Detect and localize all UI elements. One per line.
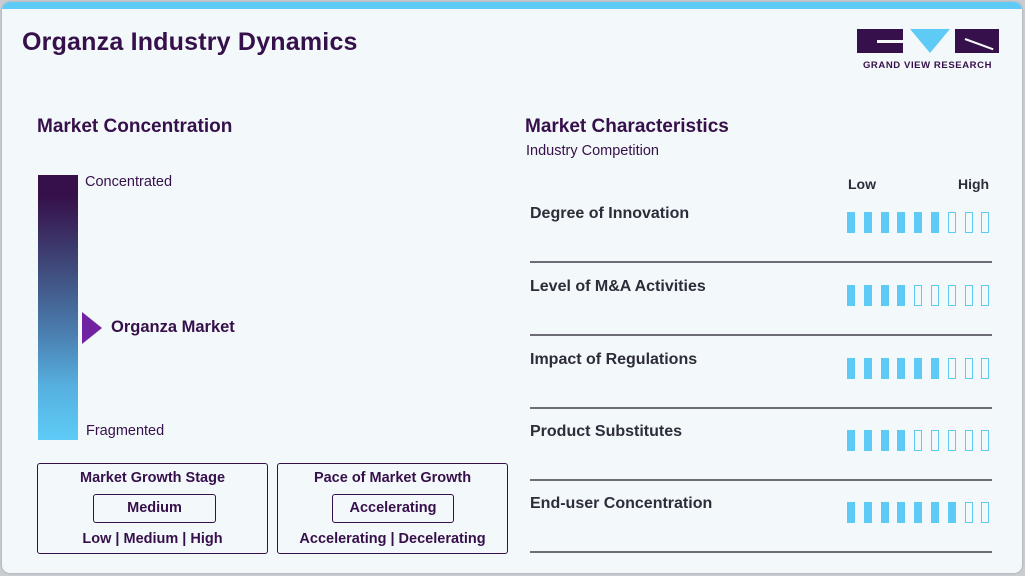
growth-stage-value: Medium [93, 494, 216, 523]
rating-segment-filled [847, 212, 855, 233]
row-divider [530, 479, 992, 481]
row-divider [530, 261, 992, 263]
market-marker-label: Organza Market [111, 318, 235, 336]
concentration-title: Market Concentration [37, 116, 233, 137]
rating-segment-filled [930, 212, 939, 233]
growth-pace-box: Pace of Market Growth Accelerating Accel… [277, 463, 508, 554]
rating-segment-empty [981, 430, 990, 451]
characteristic-row: Level of M&A Activities [530, 264, 992, 336]
scale-high-label: High [958, 176, 990, 192]
rating-segment-filled [863, 358, 872, 379]
rating-segment-filled [880, 358, 889, 379]
growth-pace-value: Accelerating [332, 494, 454, 523]
brand-logo: GRAND VIEW RESEARCH [855, 29, 1000, 71]
rating-segment-filled [880, 212, 889, 233]
rating-segment-empty [947, 430, 956, 451]
characteristic-label: End-user Concentration [530, 495, 713, 512]
fragmented-label: Fragmented [86, 423, 165, 439]
rating-segment-filled [847, 358, 855, 379]
rating-bar [847, 285, 998, 306]
rating-segment-empty [964, 285, 973, 306]
rating-segment-filled [880, 285, 889, 306]
rating-segment-filled [847, 430, 855, 451]
rating-segment-filled [897, 285, 906, 306]
row-divider [530, 551, 992, 553]
rating-segment-empty [964, 212, 973, 233]
rating-segment-filled [897, 430, 906, 451]
rating-bar [847, 358, 998, 379]
rating-segment-empty [914, 285, 923, 306]
rating-segment-filled [897, 212, 906, 233]
rating-segment-filled [863, 212, 872, 233]
rating-segment-empty [930, 430, 939, 451]
rating-segment-filled [863, 502, 872, 523]
rating-segment-empty [981, 285, 990, 306]
rating-segment-filled [847, 502, 855, 523]
characteristic-row: End-user Concentration [530, 481, 992, 553]
rating-segment-filled [914, 358, 923, 379]
rating-segment-filled [863, 285, 872, 306]
characteristic-row: Impact of Regulations [530, 337, 992, 409]
characteristic-row: Degree of Innovation [530, 191, 992, 263]
growth-pace-title: Pace of Market Growth [313, 470, 472, 486]
top-accent-bar [2, 2, 1022, 9]
logo-text: GRAND VIEW RESEARCH [862, 60, 993, 71]
rating-segment-filled [930, 358, 939, 379]
rating-segment-filled [897, 358, 906, 379]
characteristic-label: Impact of Regulations [530, 351, 698, 368]
rating-segment-empty [981, 212, 990, 233]
scale-low-label: Low [848, 176, 876, 192]
rating-segment-filled [897, 502, 906, 523]
rating-segment-empty [964, 430, 973, 451]
rating-segment-filled [914, 212, 923, 233]
rating-segment-empty [914, 430, 923, 451]
rating-segment-empty [947, 285, 956, 306]
row-divider [530, 334, 992, 336]
growth-stage-title: Market Growth Stage [79, 470, 226, 486]
rating-segment-filled [863, 430, 872, 451]
market-pointer-icon [82, 312, 102, 344]
growth-stage-box: Market Growth Stage Medium Low | Medium … [37, 463, 268, 554]
rating-segment-empty [947, 212, 956, 233]
concentration-gradient-bar [38, 175, 78, 440]
rating-segment-filled [847, 285, 855, 306]
rating-segment-filled [947, 502, 956, 523]
rating-segment-empty [947, 358, 956, 379]
characteristic-label: Degree of Innovation [530, 205, 690, 222]
rating-bar [847, 430, 998, 451]
rating-segment-filled [880, 430, 889, 451]
rating-segment-filled [880, 502, 889, 523]
rating-bar [847, 502, 998, 523]
page-title: Organza Industry Dynamics [22, 28, 358, 56]
growth-pace-options: Accelerating | Decelerating [299, 531, 486, 547]
rating-segment-empty [930, 285, 939, 306]
concentrated-label: Concentrated [85, 174, 173, 190]
row-divider [530, 407, 992, 409]
characteristic-label: Level of M&A Activities [530, 278, 706, 295]
logo-mark-icon [855, 29, 1000, 53]
rating-segment-filled [914, 502, 923, 523]
rating-segment-empty [981, 502, 990, 523]
characteristic-row: Product Substitutes [530, 409, 992, 481]
rating-segment-empty [964, 358, 973, 379]
rating-bar [847, 212, 998, 233]
characteristics-subtitle: Industry Competition [526, 143, 659, 159]
characteristic-label: Product Substitutes [530, 423, 683, 440]
rating-segment-empty [981, 358, 990, 379]
rating-segment-filled [930, 502, 939, 523]
characteristics-title: Market Characteristics [525, 116, 729, 137]
growth-stage-options: Low | Medium | High [82, 531, 223, 547]
rating-segment-empty [964, 502, 973, 523]
